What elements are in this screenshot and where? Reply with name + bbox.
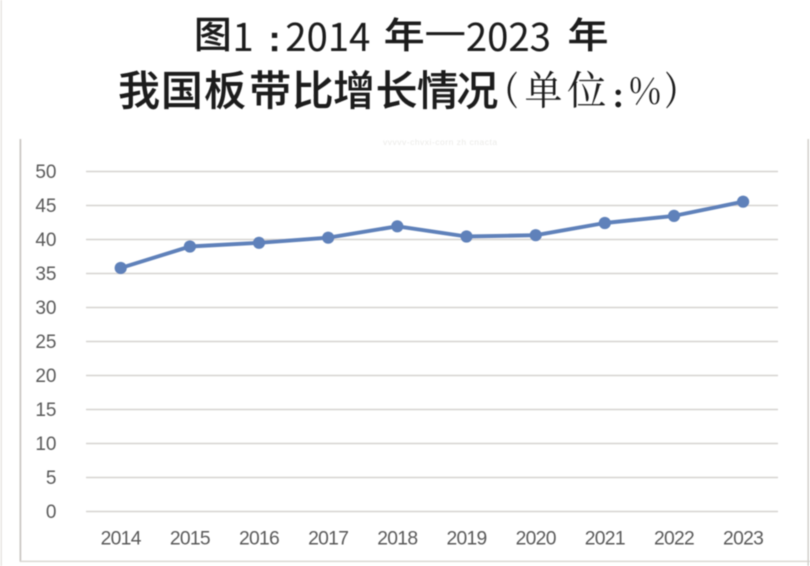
svg-text:2018: 2018	[377, 529, 417, 550]
svg-text:2015: 2015	[170, 529, 210, 550]
svg-text:5: 5	[46, 468, 57, 489]
svg-text:15: 15	[35, 400, 56, 421]
svg-text:2014: 2014	[101, 529, 142, 550]
svg-text:2022: 2022	[654, 529, 694, 550]
svg-text:25: 25	[35, 332, 56, 353]
svg-text:20: 20	[35, 366, 56, 387]
svg-text:40: 40	[35, 230, 56, 251]
svg-text:30: 30	[35, 298, 56, 319]
svg-text:2023: 2023	[723, 529, 763, 550]
svg-text:10: 10	[35, 434, 56, 455]
svg-text:2016: 2016	[239, 529, 279, 550]
svg-text:45: 45	[35, 196, 56, 217]
svg-text:2021: 2021	[585, 529, 625, 550]
svg-text:2019: 2019	[446, 529, 486, 550]
svg-text:50: 50	[35, 162, 56, 183]
svg-text:2017: 2017	[308, 529, 348, 550]
svg-text:2020: 2020	[516, 529, 556, 550]
svg-text:0: 0	[46, 502, 57, 523]
svg-text:35: 35	[35, 264, 56, 285]
svg-text:vvvvv-chvxi-corn zh cnacta: vvvvv-chvxi-corn zh cnacta	[383, 137, 498, 147]
